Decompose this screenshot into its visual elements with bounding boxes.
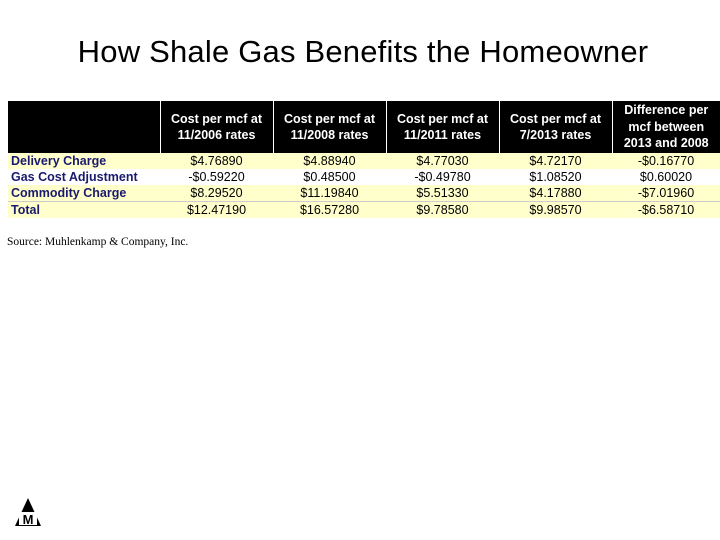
- slide-title: How Shale Gas Benefits the Homeowner: [77, 34, 649, 69]
- table-row-total: Total $12.47190 $16.57280 $9.78580 $9.98…: [8, 201, 720, 218]
- table-cell: $16.57280: [273, 201, 386, 218]
- table-cell: $9.78580: [386, 201, 499, 218]
- table-cell: $1.08520: [499, 169, 612, 185]
- header-cell-label: [8, 101, 160, 153]
- table-header-row: Cost per mcf at 11/2006 rates Cost per m…: [8, 101, 720, 153]
- header-cell-2013: Cost per mcf at 7/2013 rates: [498, 101, 612, 153]
- table-cell: -$0.16770: [612, 153, 720, 169]
- header-cell-2011: Cost per mcf at 11/2011 rates: [385, 101, 499, 153]
- table-cell: -$7.01960: [612, 185, 720, 202]
- table-cell: $4.77030: [386, 153, 499, 169]
- table-row: Delivery Charge $4.76890 $4.88940 $4.770…: [8, 153, 720, 169]
- table-row: Gas Cost Adjustment -$0.59220 $0.48500 -…: [8, 169, 720, 185]
- table-cell: $11.19840: [273, 185, 386, 202]
- table-cell: $4.72170: [499, 153, 612, 169]
- table-cell: $4.17880: [499, 185, 612, 202]
- row-label: Total: [8, 201, 160, 218]
- table-cell: -$0.59220: [160, 169, 273, 185]
- table-cell: $0.60020: [612, 169, 720, 185]
- table-cell: $4.88940: [273, 153, 386, 169]
- table-cell: $8.29520: [160, 185, 273, 202]
- header-cell-2006: Cost per mcf at 11/2006 rates: [159, 101, 273, 153]
- table-cell: $9.98570: [499, 201, 612, 218]
- table-cell: $5.51330: [386, 185, 499, 202]
- row-label: Delivery Charge: [8, 153, 160, 169]
- muhlenkamp-m-logo-icon: M: [14, 497, 42, 527]
- table-row: Commodity Charge $8.29520 $11.19840 $5.5…: [8, 185, 720, 202]
- source-note: Source: Muhlenkamp & Company, Inc.: [7, 236, 189, 248]
- row-label: Gas Cost Adjustment: [8, 169, 160, 185]
- cost-comparison-table: Cost per mcf at 11/2006 rates Cost per m…: [8, 101, 720, 218]
- table-cell: $12.47190: [160, 201, 273, 218]
- logo-letter: M: [23, 512, 34, 527]
- table-cell: $0.48500: [273, 169, 386, 185]
- table-cell: -$0.49780: [386, 169, 499, 185]
- header-cell-difference: Difference per mcf between 2013 and 2008: [611, 101, 720, 153]
- table-cell: $4.76890: [160, 153, 273, 169]
- row-label: Commodity Charge: [8, 185, 160, 202]
- header-cell-2008: Cost per mcf at 11/2008 rates: [272, 101, 386, 153]
- table-cell: -$6.58710: [612, 201, 720, 218]
